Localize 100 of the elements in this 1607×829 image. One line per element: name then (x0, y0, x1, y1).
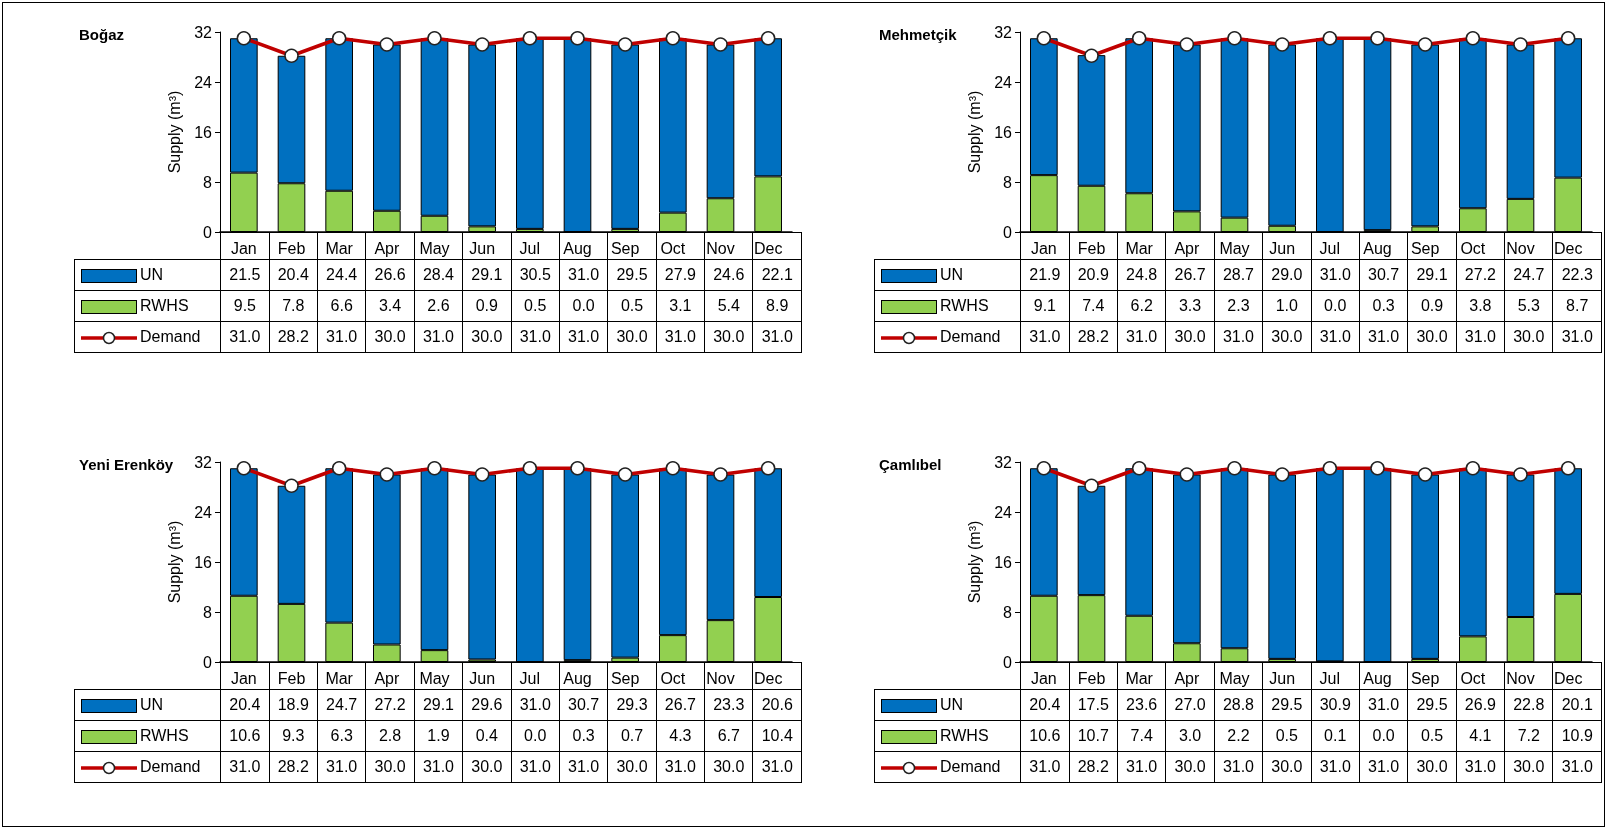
data-label: 30.7 (559, 689, 608, 721)
data-label: 7.8 (269, 290, 318, 322)
data-label: 31.0 (1311, 321, 1360, 353)
x-tick-label: Sep (610, 239, 640, 257)
data-label: 17.5 (1069, 689, 1118, 721)
data-label: 20.9 (1069, 259, 1118, 291)
data-label: 24.4 (317, 259, 366, 291)
x-tick-label: Jul (519, 239, 541, 257)
y-tick-label: 16 (194, 123, 213, 141)
y-tick-label: 0 (203, 653, 213, 671)
data-label: 31.0 (752, 751, 802, 783)
legend-label: UN (140, 696, 164, 713)
data-label: 23.6 (1117, 689, 1166, 721)
x-tick-label: Aug (563, 239, 592, 257)
data-label: 6.2 (1117, 290, 1166, 322)
data-label: 31.0 (1117, 751, 1166, 783)
data-label: 29.5 (607, 259, 657, 291)
data-label: 10.7 (1069, 720, 1118, 752)
data-label: 31.0 (1456, 751, 1505, 783)
y-tick-label: 32 (194, 453, 213, 471)
chart-title: Boğaz (79, 26, 124, 43)
x-tick-label: Aug (1363, 669, 1392, 687)
data-label: 31.0 (414, 321, 463, 353)
y-tick-label: 32 (994, 453, 1013, 471)
data-label: 29.1 (1407, 259, 1457, 291)
chart-title: Yeni Erenköy (79, 456, 174, 473)
data-label: 31.0 (559, 751, 608, 783)
data-label: 31.0 (1359, 321, 1408, 353)
data-label: 21.9 (1020, 259, 1070, 291)
data-label: 30.0 (1262, 751, 1312, 783)
data-label: 30.5 (511, 259, 560, 291)
x-tick-label: Jan (230, 669, 257, 687)
data-label: 31.0 (1020, 321, 1070, 353)
data-label: 30.0 (1407, 321, 1457, 353)
y-axis-title: Supply (m³) (165, 90, 183, 174)
data-label: 29.5 (1262, 689, 1312, 721)
x-tick-label: Apr (1174, 669, 1200, 687)
data-label: 30.9 (1311, 689, 1360, 721)
x-tick-label: Nov (706, 669, 735, 687)
data-label: 30.0 (1504, 751, 1553, 783)
data-label: 31.0 (511, 751, 560, 783)
data-label: 30.0 (607, 751, 657, 783)
x-tick-label: Mar (1125, 239, 1154, 257)
data-label: 2.2 (1214, 720, 1263, 752)
data-label: 24.7 (317, 689, 366, 721)
y-tick-label: 24 (194, 73, 213, 91)
data-label: 24.6 (704, 259, 753, 291)
y-axis-title: Supply (m³) (965, 520, 983, 604)
data-label: 22.3 (1552, 259, 1602, 291)
data-label: 29.5 (1407, 689, 1457, 721)
data-label: 31.0 (559, 259, 608, 291)
data-label: 31.0 (1020, 751, 1070, 783)
y-tick-label: 24 (994, 503, 1013, 521)
data-label: 30.0 (1407, 751, 1457, 783)
data-label: 30.0 (704, 751, 753, 783)
data-label: 1.9 (414, 720, 463, 752)
y-tick-label: 16 (994, 553, 1013, 571)
x-tick-label: Oct (660, 239, 686, 257)
y-tick-label: 0 (1003, 223, 1013, 241)
data-label: 26.7 (1165, 259, 1215, 291)
data-label: 5.4 (704, 290, 753, 322)
data-label: 30.0 (462, 751, 512, 783)
data-label: 0.5 (1262, 720, 1312, 752)
data-label: 4.1 (1456, 720, 1505, 752)
data-label: 0.7 (607, 720, 657, 752)
data-label: 9.3 (269, 720, 318, 752)
data-label: 27.2 (365, 689, 415, 721)
x-tick-label: Sep (1410, 669, 1440, 687)
data-label: 0.0 (1311, 290, 1360, 322)
data-label: 3.1 (656, 290, 705, 322)
data-label: 4.3 (656, 720, 705, 752)
x-tick-label: Aug (563, 669, 592, 687)
x-tick-label: Feb (277, 239, 306, 257)
data-label: 29.1 (414, 689, 463, 721)
data-label: 5.3 (1504, 290, 1553, 322)
x-tick-label: Dec (753, 669, 783, 687)
legend-label: RWHS (940, 297, 989, 314)
data-label: 26.9 (1456, 689, 1505, 721)
data-label: 3.0 (1165, 720, 1215, 752)
data-label: 31.0 (511, 689, 560, 721)
y-tick-label: 16 (994, 123, 1013, 141)
data-label: 2.8 (365, 720, 415, 752)
data-label: 28.2 (1069, 321, 1118, 353)
data-label: 31.0 (414, 751, 463, 783)
data-label: 7.4 (1117, 720, 1166, 752)
data-label: 31.0 (317, 321, 366, 353)
data-label: 9.5 (220, 290, 270, 322)
data-label: 3.3 (1165, 290, 1215, 322)
data-label: 20.1 (1552, 689, 1602, 721)
x-tick-label: Feb (277, 669, 306, 687)
data-label: 26.6 (365, 259, 415, 291)
x-tick-label: Dec (753, 239, 783, 257)
x-tick-label: Jan (1030, 669, 1057, 687)
data-label: 0.9 (1407, 290, 1457, 322)
x-tick-label: Jun (469, 669, 496, 687)
x-tick-label: Apr (1174, 239, 1200, 257)
y-tick-label: 0 (203, 223, 213, 241)
data-label: 31.0 (1359, 689, 1408, 721)
x-tick-label: Apr (374, 239, 400, 257)
data-label: 31.0 (1311, 259, 1360, 291)
